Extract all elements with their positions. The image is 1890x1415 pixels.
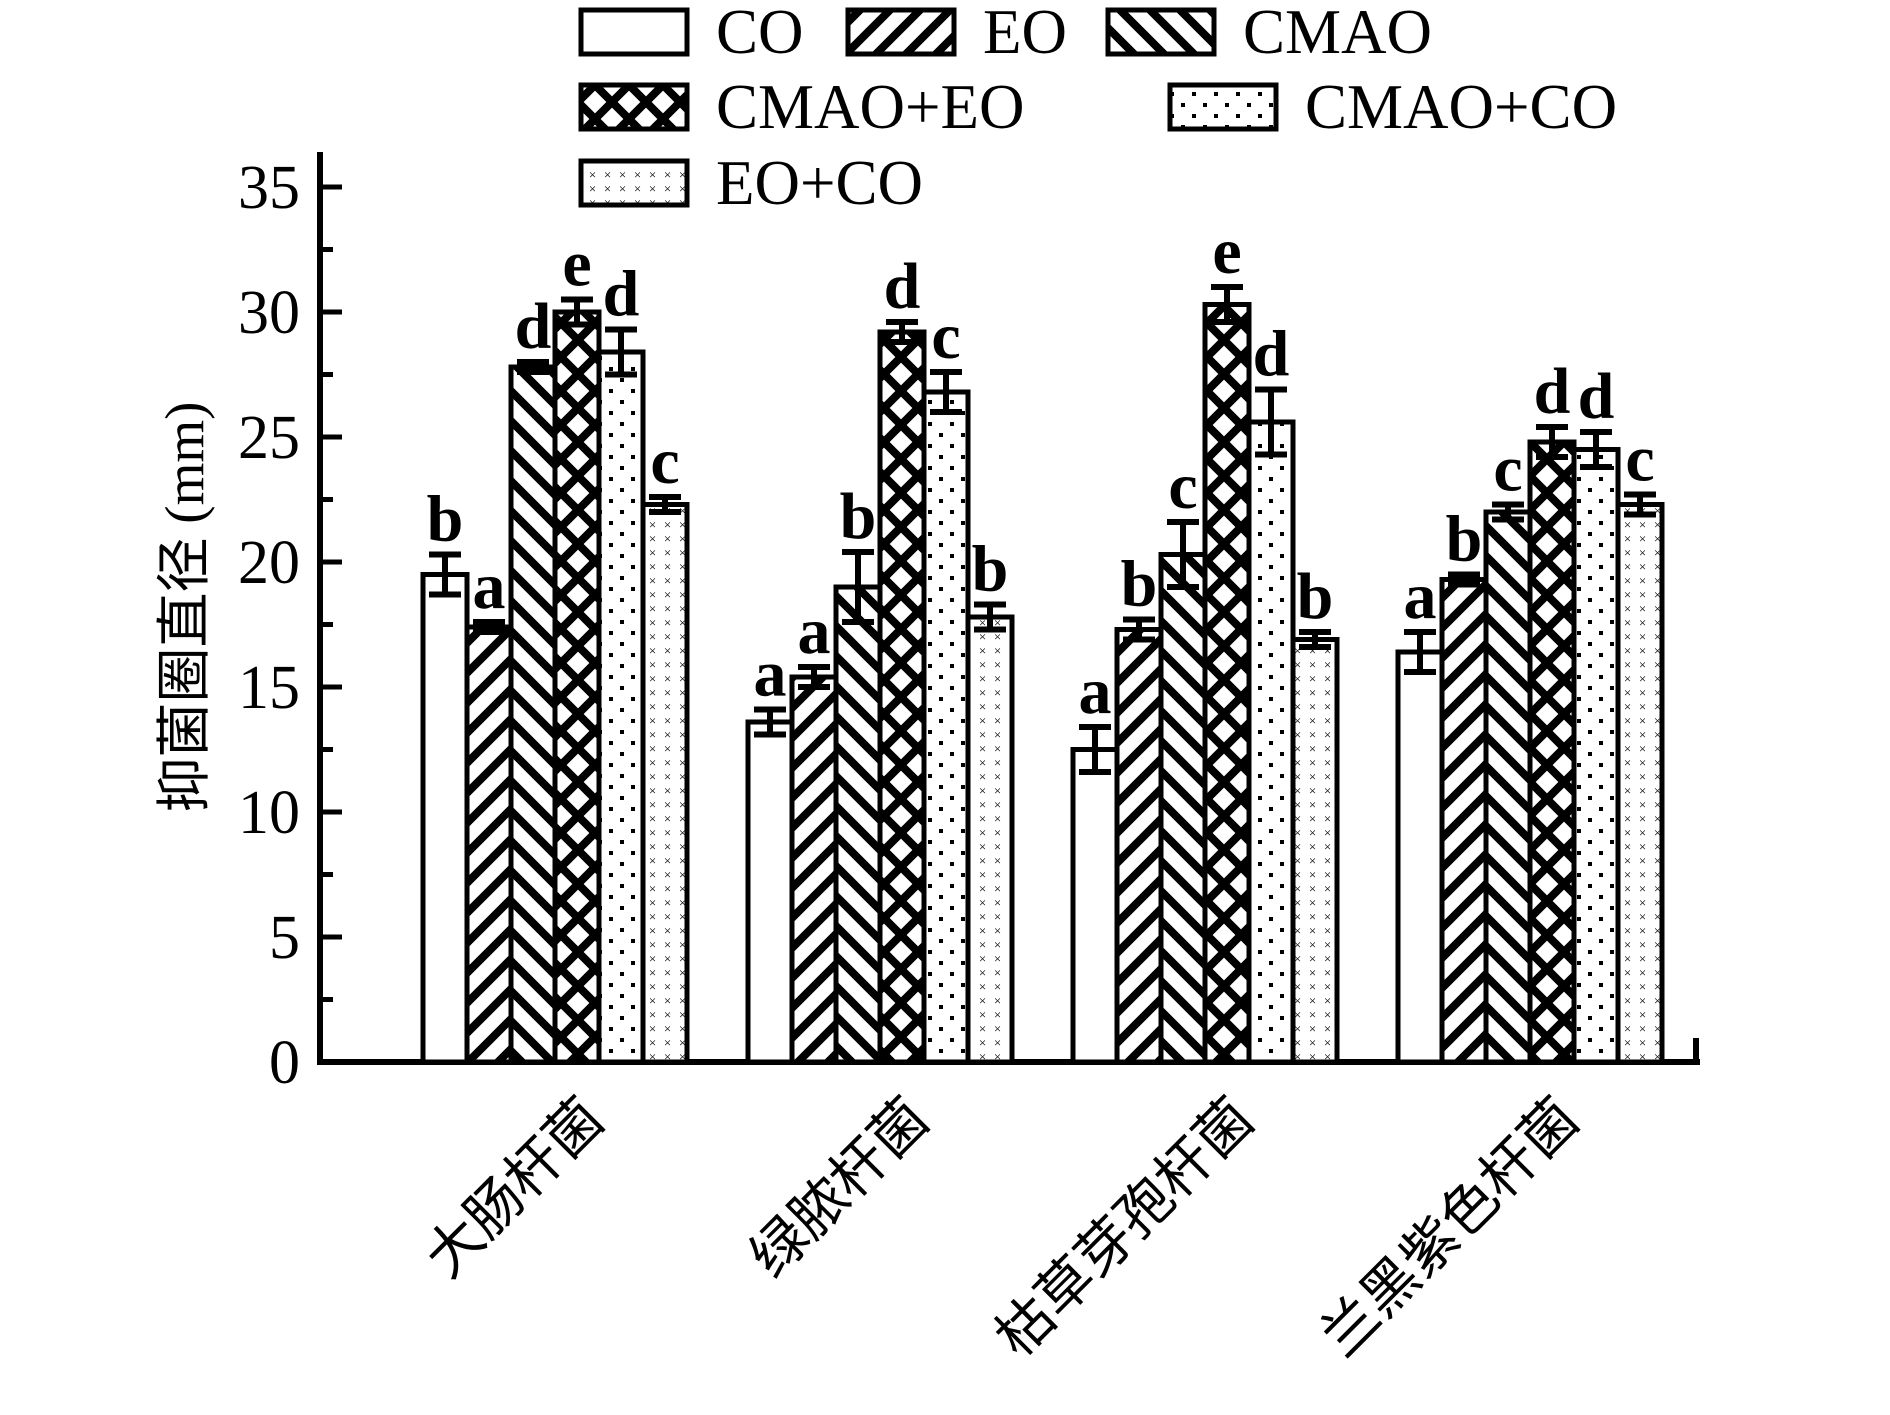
legend-swatch [578, 7, 690, 57]
bar-eo-co [640, 502, 690, 1065]
y-tick-label: 35 [238, 154, 300, 222]
legend: CO EO CMAO CMAO+EO CMAO+CO EO+CO [578, 0, 1617, 218]
significance-letter: c [1625, 423, 1654, 496]
bar-cmao-co [1571, 447, 1621, 1065]
significance-letter: c [931, 300, 960, 373]
bar-eo [1114, 627, 1164, 1065]
legend-label: EO+CO [716, 148, 923, 218]
significance-letter: b [427, 483, 464, 556]
y-tick-label: 10 [238, 779, 300, 847]
significance-letter: a [473, 550, 506, 623]
y-tick-label: 30 [238, 279, 300, 347]
bar-cmao [1483, 509, 1533, 1065]
significance-letter: d [603, 258, 640, 331]
bar-cmao-eo [877, 329, 927, 1065]
significance-letter: c [650, 425, 679, 498]
bar-co [745, 719, 795, 1065]
legend-swatch [578, 82, 690, 132]
significance-letter: e [1212, 215, 1241, 288]
bar-eo [464, 624, 514, 1065]
bar-cmao-co [921, 389, 971, 1065]
legend-label: CMAO+CO [1305, 72, 1617, 142]
bar-cmao [508, 364, 558, 1065]
bar-cmao-eo [1202, 302, 1252, 1065]
y-tick-label: 0 [269, 1029, 300, 1097]
significance-letter: d [1253, 318, 1290, 391]
bar-cmao-co [1246, 419, 1296, 1065]
legend-label: EO [983, 0, 1067, 67]
significance-letter: d [515, 290, 552, 363]
y-tick-label: 25 [238, 404, 300, 472]
legend-swatch [1167, 82, 1279, 132]
bar-cmao-co [596, 349, 646, 1065]
x-category-label: 绿脓杆菌 [739, 1087, 941, 1289]
bar-cmao [1158, 552, 1208, 1065]
significance-letter: a [1404, 560, 1437, 633]
significance-letter: a [798, 595, 831, 668]
legend-label: CMAO [1243, 0, 1432, 67]
significance-letter: e [562, 228, 591, 301]
significance-letter: b [1297, 560, 1334, 633]
significance-letter: d [1578, 360, 1615, 433]
bar-cmao-eo [1527, 439, 1577, 1065]
y-tick-label: 15 [238, 654, 300, 722]
legend-label: CMAO+EO [716, 72, 1025, 142]
bar-eo-co [1290, 637, 1340, 1065]
bar-cmao [833, 584, 883, 1065]
legend-swatch [845, 7, 957, 57]
x-category-label: 兰黑紫色杆菌 [1310, 1087, 1591, 1368]
significance-letter: a [1079, 655, 1112, 728]
bar-eo [789, 674, 839, 1065]
significance-letter: c [1168, 450, 1197, 523]
bar-eo-co [1615, 502, 1665, 1065]
significance-letter: d [884, 250, 921, 323]
legend-swatch [1105, 7, 1217, 57]
significance-letter: b [1446, 503, 1483, 576]
bar-eo-co [965, 614, 1015, 1065]
y-tick-label: 20 [238, 529, 300, 597]
bar-co [1395, 649, 1445, 1065]
x-category-label: 枯草芽孢杆菌 [985, 1087, 1266, 1368]
significance-letter: a [754, 638, 787, 711]
x-category-label: 大肠杆菌 [414, 1087, 616, 1289]
bar-co [1070, 747, 1120, 1065]
legend-swatch [578, 158, 690, 208]
significance-letter: b [972, 533, 1009, 606]
legend-label: CO [716, 0, 804, 67]
significance-letter: c [1493, 433, 1522, 506]
bar-eo [1439, 577, 1489, 1065]
significance-letter: d [1534, 355, 1571, 428]
significance-letter: b [1121, 548, 1158, 621]
significance-letter: b [840, 480, 877, 553]
y-tick-label: 5 [269, 904, 300, 972]
y-axis-title: 抑菌圈直径 (mm) [154, 402, 215, 813]
bar-co [420, 572, 470, 1065]
bar-cmao-eo [552, 309, 602, 1065]
